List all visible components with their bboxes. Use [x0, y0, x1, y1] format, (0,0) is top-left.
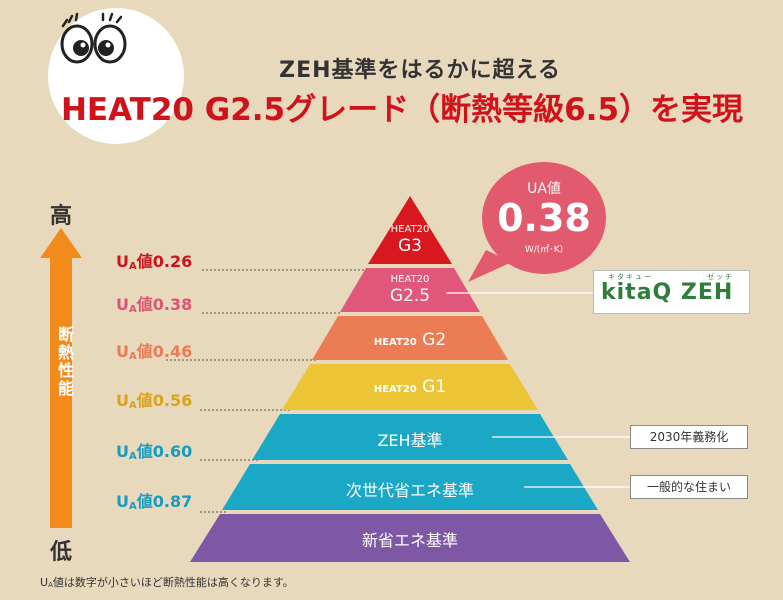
ua-label-g2: UA値0.46	[116, 342, 193, 362]
tier-zeh-label: ZEH基準	[377, 431, 443, 450]
kitaq-ruby: キタキュー	[608, 273, 653, 281]
ua-label-g25: UA値0.38	[116, 295, 193, 315]
performance-arrow	[40, 228, 82, 528]
tier-g2-label: HEAT20 G2	[373, 330, 447, 350]
axis-low-label: 低	[49, 540, 72, 565]
tier-new-energy-label: 新省エネ基準	[361, 531, 458, 550]
callout-general-house: 一般的な住まい	[630, 475, 748, 499]
tier-new-energy	[190, 514, 630, 562]
tier-g25-line1: HEAT20	[390, 274, 430, 285]
tier-next-gen-label: 次世代省エネ基準	[345, 481, 474, 500]
ua-label-next-gen: UA値0.87	[116, 492, 193, 512]
axis-high-label: 高	[49, 204, 72, 229]
page-subtitle: ZEH基準をはるかに超える	[279, 58, 561, 83]
tier-next-gen	[222, 464, 598, 510]
axis-title: 断熱性能	[55, 326, 74, 398]
zeh-ruby: ゼッチ	[707, 273, 734, 281]
kitaq-zeh-text: kitaQ ZEH	[601, 280, 734, 305]
tier-g3-line1: HEAT20	[390, 224, 430, 235]
tier-g25-line2: G2.5	[389, 286, 431, 306]
ua-label-zeh: UA値0.60	[116, 442, 193, 462]
tier-g3	[368, 196, 452, 264]
ua-label-g1: UA値0.56	[116, 391, 193, 411]
page-title: HEAT20 G2.5グレード（断熱等級6.5）を実現	[60, 92, 744, 128]
tier-g1	[282, 364, 538, 410]
footnote: UA値は数字が小さいほど断熱性能は高くなります。	[40, 576, 294, 589]
mascot-eyes-icon	[60, 12, 127, 64]
kitaq-zeh-logo	[593, 270, 750, 314]
tier-g3-line2: G3	[398, 236, 422, 256]
ua-label-g3: UA値0.26	[116, 252, 193, 272]
tier-g25	[340, 268, 480, 312]
bubble-value: 0.38	[497, 196, 591, 240]
callout-2030-mandatory: 2030年義務化	[630, 425, 748, 449]
tier-zeh	[252, 414, 568, 460]
bubble-unit: W/(㎡･K)	[524, 245, 564, 255]
ua-bubble	[468, 162, 606, 282]
tier-g1-label: HEAT20 G1	[373, 377, 447, 397]
tier-g2	[312, 316, 508, 360]
bubble-title: UA値	[527, 181, 561, 197]
guide-lines	[166, 269, 364, 513]
